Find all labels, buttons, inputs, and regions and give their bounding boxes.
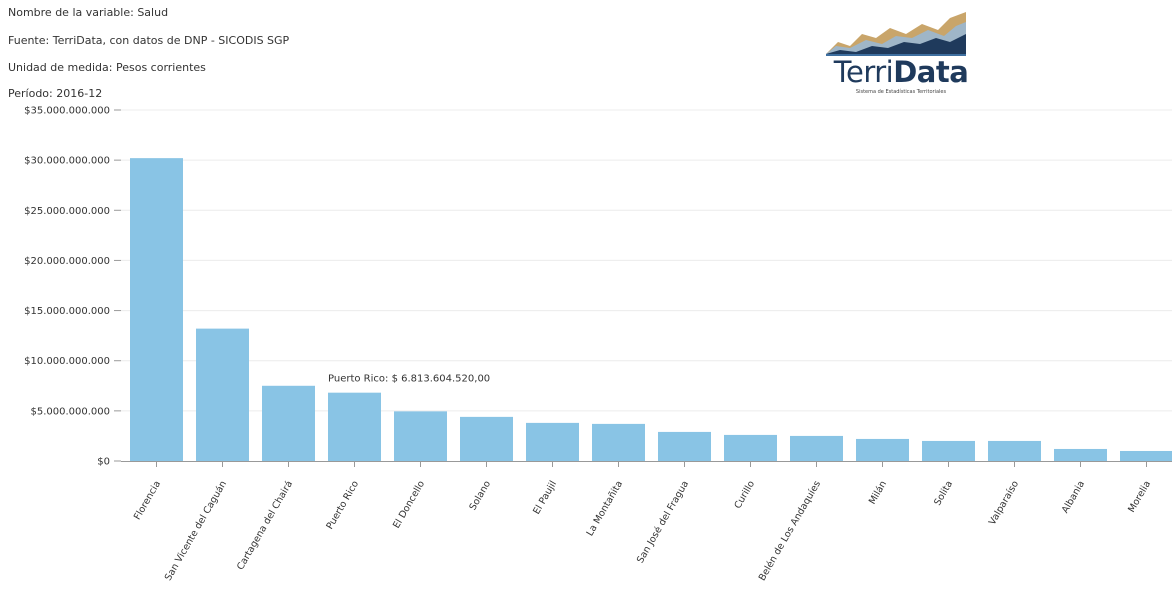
variable-name-label: Nombre de la variable: Salud [8, 6, 169, 19]
x-tick-label: Puerto Rico [324, 479, 361, 532]
x-tick-label: El Doncello [391, 479, 427, 531]
x-tick-label: La Montañita [585, 479, 625, 538]
x-tick-label: Solano [468, 479, 494, 512]
y-tick-label: $20.000.000.000 [24, 256, 110, 267]
bar[interactable] [724, 434, 777, 461]
x-tick-label: Florencia [132, 479, 163, 522]
x-tick-label: San José del Fragua [635, 479, 691, 565]
source-label: Fuente: TerriData, con datos de DNP - SI… [8, 34, 290, 47]
y-tick-label: $15.000.000.000 [24, 306, 110, 317]
bar[interactable] [922, 440, 975, 461]
bar[interactable] [658, 431, 711, 461]
bar[interactable] [394, 411, 447, 461]
x-tick-label: El Paujil [531, 479, 559, 516]
x-tick-label: Morelia [1126, 479, 1153, 515]
logo-word-bold: Data [893, 55, 969, 89]
y-tick-label: $30.000.000.000 [24, 156, 110, 167]
bar[interactable] [196, 328, 249, 461]
y-tick-label: $35.000.000.000 [24, 106, 110, 117]
x-tick-label: Belén de Los Andaquíes [757, 479, 823, 583]
terridata-logo: TerriData Sistema de Estadísticas Territ… [826, 8, 976, 96]
bar[interactable] [130, 158, 183, 461]
x-tick-label: Solita [932, 479, 955, 508]
bar[interactable] [1120, 450, 1172, 461]
tooltip: Puerto Rico: $ 6.813.604.520,00 [328, 374, 490, 385]
x-axis: Florencia San Vicente del Caguán Cartagena… [121, 461, 1172, 583]
y-tick-label: $25.000.000.000 [24, 206, 110, 217]
x-tick-label: Cartagena del Chairá [235, 479, 295, 572]
x-tick-label: Milán [867, 479, 889, 506]
grid-lines [121, 109, 1172, 412]
bar[interactable] [262, 385, 315, 461]
bar[interactable] [526, 422, 579, 461]
bar[interactable] [1054, 448, 1107, 461]
bar[interactable] [988, 440, 1041, 461]
period-label: Período: 2016-12 [8, 87, 103, 100]
bar[interactable] [460, 416, 513, 461]
logo-wordmark: TerriData [826, 56, 976, 88]
bar[interactable] [592, 423, 645, 461]
x-tick-label: Curillo [732, 479, 757, 511]
y-tick-label: $10.000.000.000 [24, 356, 110, 367]
logo-word-light: Terri [833, 55, 894, 89]
bar[interactable] [856, 438, 909, 461]
unit-label: Unidad de medida: Pesos corrientes [8, 61, 206, 74]
bars [130, 158, 1172, 461]
x-tick-label: San Vicente del Caguán [163, 479, 229, 583]
logo-subtitle: Sistema de Estadísticas Territoriales [855, 89, 947, 95]
x-tick-label: Valparaíso [987, 479, 1021, 527]
bar[interactable] [790, 435, 843, 461]
y-tick-label: $5.000.000.000 [30, 406, 110, 417]
x-tick-label: Albania [1060, 479, 1087, 515]
y-tick-label: $0 [97, 457, 110, 468]
tooltip-text: Puerto Rico: $ 6.813.604.520,00 [328, 374, 490, 385]
bar[interactable] [328, 392, 381, 461]
y-axis: $0 $5.000.000.000 $10.000.000.000 $15.000.0… [24, 106, 121, 468]
mountains-icon [826, 12, 966, 56]
